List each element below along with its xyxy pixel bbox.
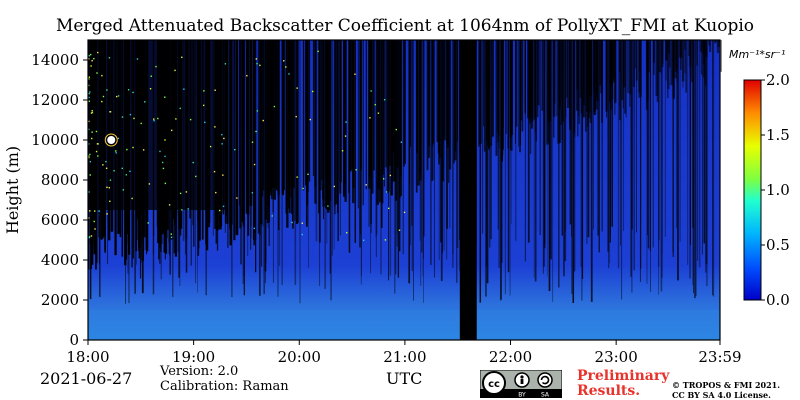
preliminary-line-1: Preliminary (577, 368, 670, 384)
preliminary-line-2: Results. (577, 383, 641, 399)
boundary-layer (88, 310, 720, 340)
copyright-note: © TROPOS & FMI 2021. CC BY SA 4.0 Licens… (672, 380, 780, 400)
preliminary-note: Preliminary Results. (577, 369, 669, 399)
speckles (88, 50, 406, 242)
y-tick-label: 2000 (41, 291, 79, 309)
version-label: Version: 2.0 (160, 364, 239, 379)
plot-area (88, 40, 722, 340)
y-tick-label: 0 (69, 331, 79, 349)
colorbar-tick-label: 0.5 (766, 236, 790, 254)
colorbar-tick-label: 0.0 (766, 291, 790, 309)
chart-title: Merged Attenuated Backscatter Coefficien… (55, 16, 755, 36)
y-tick-label: 6000 (41, 211, 79, 229)
colorbar-unit-label: Mm⁻¹*sr⁻¹ (729, 48, 786, 61)
version-block: Version: 2.0 Calibration: Raman (160, 364, 289, 394)
y-tick-label: 14000 (31, 51, 79, 69)
y-tick-label: 10000 (31, 131, 79, 149)
y-tick-label: 12000 (31, 91, 79, 109)
y-tick-label: 8000 (41, 171, 79, 189)
colorbar-scale (743, 79, 762, 301)
x-tick-label: 21:00 (383, 348, 426, 366)
cc-text: cc (488, 379, 500, 390)
copyright-line-2: CC BY SA 4.0 License. (672, 390, 771, 400)
x-axis-label: UTC (386, 369, 423, 388)
x-tick-label: 19:00 (172, 348, 215, 366)
x-tick-label: 20:00 (278, 348, 321, 366)
colorbar-tick-label: 1.5 (766, 126, 790, 144)
calibration-label: Calibration: Raman (160, 379, 289, 394)
x-tick-label: 18:00 (66, 348, 109, 366)
axes: 0 2000 4000 6000 8000 10000 12000 14000 18:00 19:… (3, 39, 742, 366)
copyright-line-1: © TROPOS & FMI 2021. (672, 380, 781, 390)
sa-text: SA (541, 392, 550, 399)
profile-streaks (89, 40, 715, 304)
plot-frame (87, 39, 721, 341)
colorbar-tick-label: 1.0 (766, 181, 790, 199)
x-tick-label: 22:00 (489, 348, 532, 366)
y-tick-label: 4000 (41, 251, 79, 269)
x-tick-label: 23:59 (698, 348, 741, 366)
data-gap (459, 40, 477, 340)
x-tick-label: 23:00 (595, 348, 638, 366)
cc-license-badge-icon: cc BY SA (480, 370, 562, 398)
colorbar: 0.0 0.5 1.0 1.5 2.0 (743, 71, 790, 309)
cloud-blob (104, 133, 118, 147)
colorbar-tick-label: 2.0 (766, 71, 790, 89)
by-text: BY (518, 392, 526, 399)
y-axis-label: Height (m) (3, 146, 22, 234)
date-label: 2021-06-27 (40, 369, 133, 388)
